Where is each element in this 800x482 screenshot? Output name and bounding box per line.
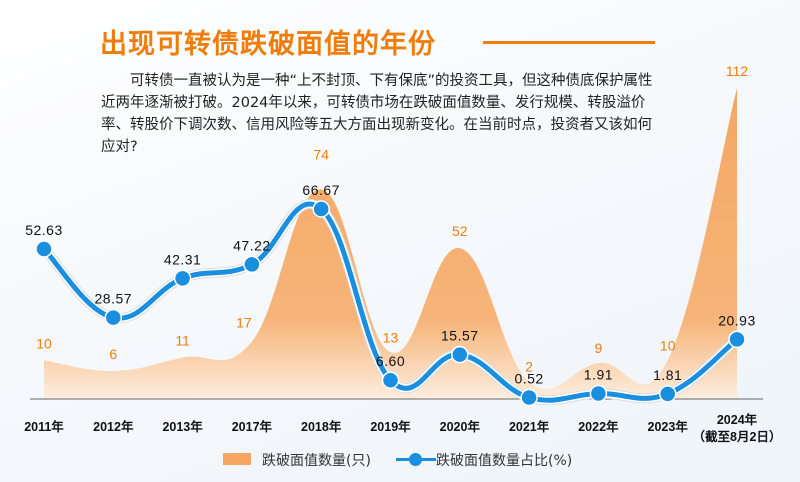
count-label: 9 (595, 340, 603, 356)
count-area (44, 88, 737, 399)
x-tick-label: 2021年 (509, 419, 550, 434)
count-label: 11 (175, 333, 190, 349)
legend-swatch-ratio-dot (409, 453, 422, 466)
ratio-label: 0.52 (514, 371, 543, 387)
legend-swatch-count (223, 453, 251, 465)
ratio-label: 42.31 (164, 251, 202, 267)
x-tick-label: 2019年 (370, 419, 411, 434)
ratio-point (658, 385, 677, 403)
ratio-label: 52.63 (25, 222, 63, 238)
count-label: 112 (726, 63, 749, 79)
x-tick-label: 2011年 (24, 419, 64, 434)
x-tick-label: 2018年 (301, 419, 342, 434)
legend-label-ratio: 跌破面值数量占比(%) (436, 453, 573, 469)
count-label: 74 (313, 146, 329, 162)
ratio-point (589, 384, 608, 403)
x-tick-label: 2020年 (440, 419, 481, 434)
ratio-label: 28.57 (95, 291, 133, 307)
ratio-label: 20.93 (718, 312, 756, 328)
x-tick-label: 2023年 (648, 419, 689, 434)
count-label: 17 (236, 315, 252, 331)
ratio-label: 1.81 (653, 367, 682, 383)
x-tick-label: 2017年 (232, 419, 273, 434)
ratio-point (381, 371, 400, 389)
count-label: 10 (36, 335, 52, 351)
ratio-label: 47.22 (233, 237, 271, 253)
ratio-point (35, 240, 53, 258)
ratio-point (104, 308, 123, 327)
ratio-point (728, 330, 746, 349)
ratio-point (312, 200, 330, 218)
chart-title: 出现可转债跌破面值的年份 (100, 29, 436, 60)
title-decoration-line (483, 41, 655, 44)
ratio-point (243, 255, 261, 274)
x-tick-label: 2024年 (717, 412, 758, 427)
ratio-label: 15.57 (441, 328, 479, 344)
count-label: 6 (109, 346, 117, 362)
ratio-label: 1.91 (584, 367, 613, 383)
ratio-point (520, 388, 538, 407)
ratio-label: 66.67 (302, 182, 340, 198)
count-label: 10 (660, 337, 676, 353)
count-label: 52 (452, 223, 468, 239)
count-label: 13 (383, 329, 399, 345)
legend-label-count: 跌破面值数量(只) (262, 453, 371, 469)
ratio-point (451, 345, 469, 364)
ratio-point (173, 269, 192, 288)
x-tick-label: 2013年 (162, 419, 203, 434)
count-label: 2 (525, 359, 533, 375)
x-tick-label: 2012年 (93, 419, 134, 434)
x-tick-note: （截至8月2日） (693, 429, 782, 444)
x-tick-label: 2022年 (578, 419, 619, 434)
ratio-label: 6.60 (376, 353, 405, 369)
intro-paragraph: 可转债一直被认为是一种“上不封顶、下有保底”的投资工具，但这种债底保护属性近两年… (101, 73, 653, 155)
